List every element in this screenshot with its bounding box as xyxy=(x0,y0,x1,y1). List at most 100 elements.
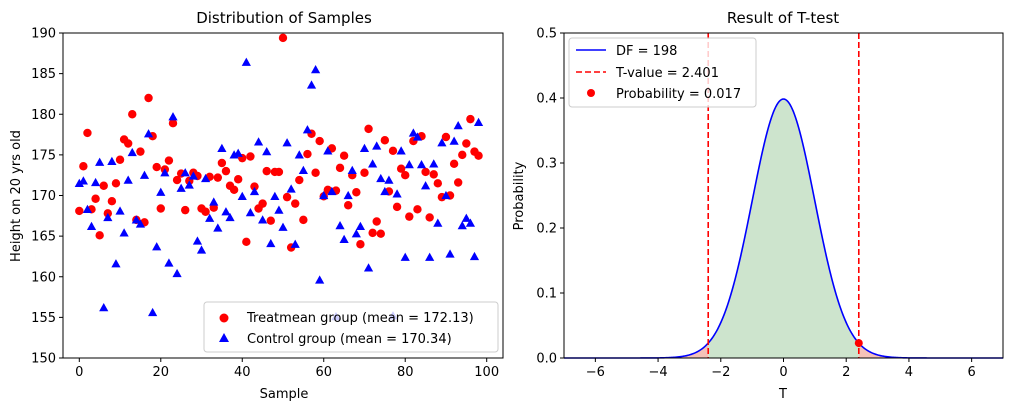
control-point xyxy=(433,218,443,227)
control-point xyxy=(437,138,447,147)
x-tick-label: −4 xyxy=(648,365,667,380)
treatment-point xyxy=(217,158,227,168)
scatter-x-ticks: 0 20 40 60 80 100 xyxy=(75,358,499,380)
control-point xyxy=(453,121,463,130)
control-point xyxy=(135,219,146,228)
treatment-point xyxy=(315,136,324,146)
treatment-point xyxy=(449,159,459,169)
control-point xyxy=(286,184,296,193)
treatment-point xyxy=(258,199,267,208)
control-point xyxy=(351,229,361,238)
control-point xyxy=(131,215,141,224)
control-point xyxy=(119,228,129,237)
treatment-point xyxy=(79,162,88,171)
y-tick-label: 180 xyxy=(31,108,56,123)
y-tick-label: 0.5 xyxy=(536,27,557,42)
treatment-point xyxy=(413,205,422,214)
control-point xyxy=(115,206,125,215)
y-tick-label: 170 xyxy=(31,189,56,204)
y-tick-label: 190 xyxy=(31,27,56,42)
treatment-point xyxy=(262,166,271,176)
scatter-y-label: Height on 20 yrs old xyxy=(9,130,24,262)
control-point xyxy=(315,275,325,284)
legend-tvalue-label: T-value = 2.401 xyxy=(615,66,719,81)
treatment-point xyxy=(335,163,345,173)
control-point xyxy=(384,175,394,184)
x-tick-label: 20 xyxy=(153,365,170,380)
control-point xyxy=(176,183,186,192)
control-point xyxy=(139,170,150,179)
treatment-point xyxy=(156,204,165,213)
control-point xyxy=(233,148,243,157)
control-point xyxy=(90,177,101,187)
control-point xyxy=(86,221,97,231)
control-point xyxy=(160,168,170,177)
treatment-point xyxy=(168,118,178,128)
x-tick-label: 40 xyxy=(234,365,251,380)
treatment-point xyxy=(246,152,255,161)
control-point xyxy=(412,132,423,141)
scatter-y-ticks: 150 155 160 165 170 175 180 185 190 xyxy=(31,27,63,367)
treatment-point xyxy=(107,196,117,206)
y-tick-label: 0.4 xyxy=(536,92,557,107)
treatment-point xyxy=(172,175,182,185)
treatment-point xyxy=(99,181,108,190)
probability-point xyxy=(854,339,863,348)
treatment-point xyxy=(295,175,304,185)
scatter-title: Distribution of Samples xyxy=(196,9,372,27)
control-point xyxy=(123,175,133,184)
control-point xyxy=(441,190,451,200)
treatment-point xyxy=(201,207,210,216)
legend-control-label: Control group (mean = 170.34) xyxy=(247,332,452,347)
acceptance-region xyxy=(708,99,859,359)
control-point xyxy=(392,189,402,198)
treatment-point xyxy=(376,229,385,238)
treatment-point xyxy=(380,136,390,145)
ttest-y-label: Probability xyxy=(512,161,527,230)
control-point xyxy=(180,168,190,177)
x-tick-label: 0 xyxy=(75,365,83,380)
control-point xyxy=(380,186,390,196)
control-point xyxy=(319,190,329,200)
treatment-point xyxy=(83,128,92,138)
control-point xyxy=(253,137,264,146)
y-tick-label: 155 xyxy=(31,311,56,326)
control-point xyxy=(469,251,480,261)
x-tick-label: 4 xyxy=(905,365,913,380)
scatter-legend-box xyxy=(203,301,499,353)
scatter-points xyxy=(74,33,484,321)
control-point xyxy=(465,218,476,227)
control-point xyxy=(262,147,272,156)
control-point xyxy=(249,186,260,196)
legend-treatment-marker xyxy=(219,313,229,323)
x-tick-label: 2 xyxy=(842,365,850,380)
control-point xyxy=(461,213,471,222)
control-point xyxy=(168,112,178,121)
control-point xyxy=(164,258,174,267)
control-point xyxy=(74,178,84,187)
right-rejection-region xyxy=(858,343,1003,358)
control-point xyxy=(266,238,276,248)
control-point xyxy=(99,303,109,312)
control-point xyxy=(200,173,211,183)
control-point xyxy=(449,136,459,145)
treatment-point xyxy=(291,199,300,208)
control-point xyxy=(404,160,414,169)
treatment-point xyxy=(95,231,104,240)
legend-control-marker xyxy=(219,333,229,342)
treatment-point xyxy=(233,175,243,184)
control-point xyxy=(237,191,247,200)
control-point xyxy=(416,160,427,169)
scatter-x-label: Sample xyxy=(260,387,309,402)
treatment-point xyxy=(339,151,349,160)
control-point xyxy=(148,307,158,317)
scatter-legend: Treatmean group (mean = 172.13) Control … xyxy=(203,301,499,353)
control-point xyxy=(278,222,288,231)
control-point xyxy=(282,138,292,147)
scatter-panel: Distribution of Samples 0 20 40 60 80 100 150… xyxy=(9,9,504,402)
control-point xyxy=(241,57,251,66)
control-point xyxy=(306,80,317,89)
control-point xyxy=(363,263,374,272)
treatment-point xyxy=(388,146,398,156)
control-point xyxy=(225,212,235,222)
